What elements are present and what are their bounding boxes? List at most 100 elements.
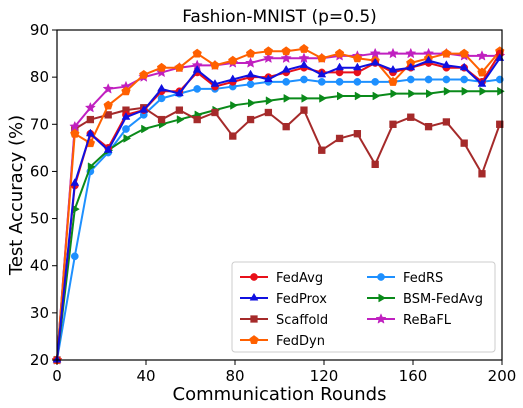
y-axis: 20 30 40 50 60 70 80 90 bbox=[30, 21, 57, 369]
legend: FedAvg FedProx Scaffold FedDyn FedRS BSM-FedA… bbox=[231, 261, 496, 353]
legend-item-scaffold: Scaffold bbox=[240, 313, 328, 328]
data-point-rebafl bbox=[476, 50, 488, 61]
legend-marker bbox=[377, 273, 385, 281]
data-point-scaffold bbox=[460, 139, 468, 147]
data-point-feddyn bbox=[245, 48, 256, 58]
data-point-fedprox bbox=[406, 62, 416, 71]
data-point-fedrs bbox=[371, 78, 380, 86]
data-point-fedprox bbox=[103, 145, 113, 153]
data-point-fedprox bbox=[210, 79, 220, 87]
legend-label: FedDyn bbox=[276, 334, 325, 349]
data-point-bsm-fedavg bbox=[354, 91, 363, 101]
data-point-scaffold bbox=[193, 115, 201, 124]
data-point-feddyn bbox=[103, 100, 113, 110]
data-point-bsm-fedavg bbox=[443, 86, 452, 96]
data-point-feddyn bbox=[477, 67, 487, 77]
plot-series bbox=[51, 43, 506, 365]
legend-marker bbox=[249, 292, 259, 301]
data-point-scaffold bbox=[175, 106, 184, 114]
legend-label: FedAvg bbox=[276, 271, 323, 286]
data-point-scaffold bbox=[264, 108, 273, 117]
x-tick-label: 80 bbox=[225, 367, 244, 385]
data-point-scaffold bbox=[318, 146, 326, 154]
legend-marker bbox=[378, 293, 387, 303]
legend-label: Scaffold bbox=[276, 313, 328, 328]
data-point-scaffold bbox=[157, 115, 166, 124]
legend-item-fedavg: FedAvg bbox=[240, 271, 323, 286]
data-point-fedprox bbox=[388, 64, 398, 73]
data-point-fedrs bbox=[193, 85, 202, 93]
x-tick-label: 120 bbox=[310, 367, 339, 385]
data-point-scaffold bbox=[353, 130, 362, 138]
data-point-rebafl bbox=[280, 52, 292, 64]
data-point-scaffold bbox=[300, 106, 308, 114]
data-point-feddyn bbox=[228, 55, 238, 65]
data-point-fedrs bbox=[335, 78, 344, 86]
data-point-fedprox bbox=[477, 79, 487, 87]
legend-marker bbox=[250, 315, 258, 323]
data-point-bsm-fedavg bbox=[426, 89, 434, 99]
data-point-fedprox bbox=[192, 64, 202, 73]
series-bsm-fedavg bbox=[54, 86, 505, 365]
data-point-scaffold bbox=[496, 120, 504, 128]
data-point-scaffold bbox=[371, 160, 379, 169]
data-point-feddyn bbox=[388, 76, 398, 86]
data-point-fedprox bbox=[139, 105, 149, 113]
legend-marker bbox=[375, 313, 387, 324]
data-point-fedrs bbox=[122, 125, 130, 133]
data-point-bsm-fedavg bbox=[372, 91, 381, 101]
data-point-rebafl bbox=[245, 57, 257, 68]
data-point-fedprox bbox=[335, 62, 344, 71]
data-point-feddyn bbox=[121, 86, 131, 96]
data-point-fedprox bbox=[441, 60, 451, 68]
data-point-fedprox bbox=[370, 57, 380, 66]
data-point-fedprox bbox=[121, 112, 131, 120]
series-line-bsm-fedavg bbox=[56, 90, 500, 361]
data-point-fedrs bbox=[70, 252, 79, 261]
legend-marker bbox=[250, 273, 258, 281]
data-point-fedprox bbox=[70, 178, 80, 186]
legend-item-rebafl: ReBaFL bbox=[367, 313, 452, 328]
y-tick-label: 90 bbox=[30, 21, 49, 39]
data-point-bsm-fedavg bbox=[265, 96, 274, 106]
data-point-fedprox bbox=[263, 74, 273, 83]
data-point-fedrs bbox=[353, 78, 362, 86]
data-point-scaffold bbox=[211, 108, 219, 117]
legend-box bbox=[231, 261, 496, 353]
data-point-fedprox bbox=[299, 60, 309, 68]
legend-marker bbox=[249, 335, 259, 344]
data-point-fedprox bbox=[317, 69, 327, 78]
data-point-bsm-fedavg bbox=[87, 162, 96, 172]
data-point-bsm-fedavg bbox=[176, 115, 185, 124]
data-point-fedrs bbox=[282, 78, 291, 86]
data-point-bsm-fedavg bbox=[230, 101, 238, 110]
data-point-fedrs bbox=[424, 75, 433, 84]
y-tick-label: 80 bbox=[30, 68, 49, 86]
data-point-fedrs bbox=[246, 80, 255, 89]
x-axis-title: Communication Rounds bbox=[173, 384, 387, 405]
legend-label: FedRS bbox=[403, 271, 443, 286]
legend-item-bsm-fedavg: BSM-FedAvg bbox=[367, 292, 483, 307]
data-point-fedprox bbox=[352, 62, 362, 71]
data-point-rebafl bbox=[156, 66, 168, 78]
data-point-fedrs bbox=[406, 75, 415, 84]
chart-title: Fashion-MNIST (p=0.5) bbox=[182, 7, 377, 27]
data-point-feddyn bbox=[156, 62, 167, 72]
data-point-bsm-fedavg bbox=[248, 98, 256, 108]
data-point-fedprox bbox=[85, 128, 95, 137]
data-point-rebafl bbox=[84, 101, 96, 113]
data-point-feddyn bbox=[281, 46, 291, 56]
data-point-scaffold bbox=[424, 122, 433, 131]
data-point-feddyn bbox=[263, 46, 274, 56]
data-point-fedrs bbox=[460, 75, 469, 84]
data-point-scaffold bbox=[407, 113, 415, 121]
data-point-rebafl bbox=[405, 47, 417, 59]
data-point-feddyn bbox=[459, 48, 469, 58]
data-point-fedprox bbox=[459, 62, 469, 71]
data-point-feddyn bbox=[441, 48, 452, 58]
data-point-bsm-fedavg bbox=[301, 93, 310, 103]
data-point-scaffold bbox=[246, 115, 255, 124]
data-point-fedprox bbox=[157, 83, 166, 92]
data-point-rebafl bbox=[102, 83, 114, 94]
